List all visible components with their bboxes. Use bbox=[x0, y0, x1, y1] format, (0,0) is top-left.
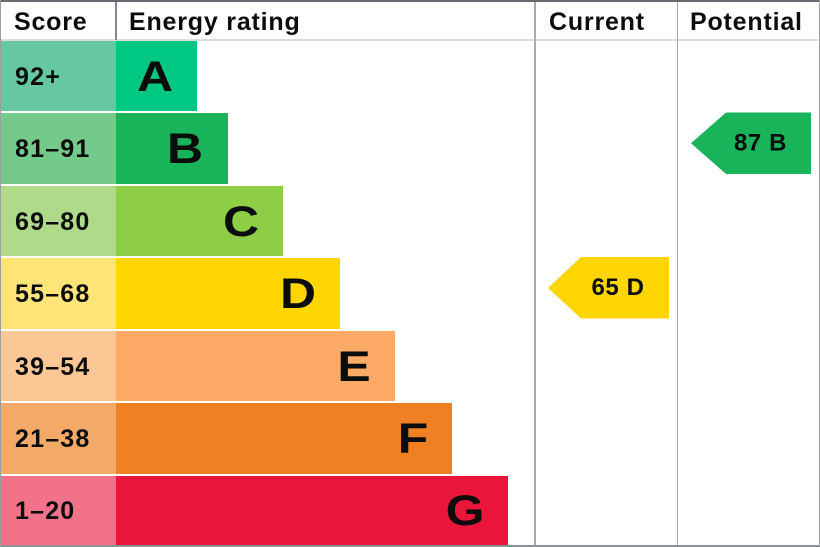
svg-text:65 D: 65 D bbox=[591, 274, 644, 301]
svg-text:87 B: 87 B bbox=[734, 130, 787, 157]
